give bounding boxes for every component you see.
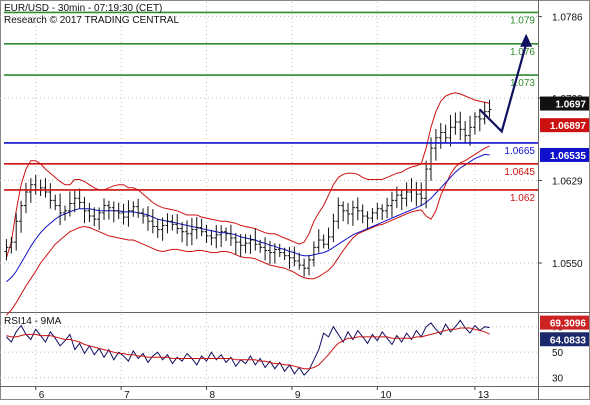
bid-price-badge-box: [540, 118, 589, 133]
level-label: 1.079: [510, 15, 535, 26]
lower-band-line: [6, 145, 490, 316]
y-tick-label: 1.0786: [552, 13, 583, 24]
level-label: 1.0665: [504, 146, 535, 157]
time-axis: 6 7 8 9 10 13: [35, 386, 490, 401]
ma-badge-box: [540, 147, 589, 162]
forecast-path: [479, 43, 528, 134]
rsi-badge-box: [540, 315, 589, 330]
value-badges: 1.0697 1.06897 1.06535 69.3096 64.0833: [540, 96, 589, 347]
x-tick-label: 8: [210, 390, 216, 400]
upper-band-line: [5, 92, 490, 258]
chart-title: EUR/USD - 30min - 07:19:30 (CET): [4, 3, 162, 14]
moving-average-line: [6, 153, 490, 283]
bid-price-badge-label: 1.06897: [550, 121, 587, 132]
copyright-text: Research © 2017 TRADING CENTRAL: [4, 15, 179, 26]
last-price-badge-box: [540, 96, 589, 111]
y-tick-label: 1.0550: [552, 259, 583, 270]
last-price-badge-label: 1.0697: [555, 100, 586, 111]
forecast-arrow: [479, 33, 533, 134]
ma-badge-label: 1.06535: [550, 151, 587, 162]
price-grid: [0, 2, 538, 312]
rsi-tick-label: 30: [552, 374, 564, 385]
level-label: 1.0645: [504, 167, 535, 178]
rsi-title: RSI14 - 9MA: [4, 316, 62, 327]
y-tick-label: 1.0629: [552, 177, 583, 188]
level-label: 1.062: [510, 193, 535, 204]
x-tick-label: 6: [39, 390, 45, 400]
x-tick-label: 7: [124, 390, 130, 400]
x-tick-label: 9: [295, 390, 301, 400]
rsi-badge-label: 69.3096: [550, 319, 587, 330]
x-tick-label: 10: [380, 390, 392, 400]
rsi-tick-label: 50: [552, 348, 564, 359]
rsi-ma-line: [6, 327, 490, 370]
rsi-lines: [6, 319, 490, 376]
rsi-ma-badge-box: [540, 332, 589, 347]
x-tick-label: 13: [478, 390, 490, 400]
rsi-grid: [0, 314, 538, 386]
level-label: 1.073: [510, 78, 535, 89]
bollinger-bands: [5, 92, 490, 316]
rsi-ma-badge-label: 64.0833: [550, 335, 587, 346]
price-bars: [4, 99, 492, 277]
forecast-arrowhead: [520, 33, 533, 47]
